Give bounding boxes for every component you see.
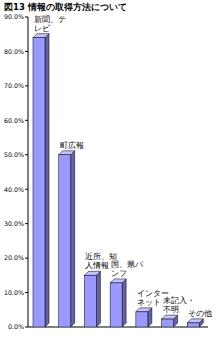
- y-tick: [25, 154, 28, 155]
- y-tick: [25, 17, 28, 18]
- y-tick: [25, 85, 28, 86]
- y-tick-label: 70.0%: [4, 82, 24, 89]
- bar-top: [162, 315, 178, 319]
- y-tick: [25, 292, 28, 293]
- bar: [59, 155, 71, 327]
- y-tick-label: 60.0%: [4, 117, 24, 124]
- bar-side: [71, 151, 75, 327]
- labels: 新聞、テレビ町広報近所、知人情報国、県パンフインターネット未記入・不明その他: [34, 15, 212, 318]
- y-tick-label: 10.0%: [4, 289, 24, 296]
- y-tick-label: 40.0%: [4, 186, 24, 193]
- y-tick: [25, 189, 28, 190]
- title: 図13 情報の取得方法について: [4, 2, 127, 12]
- bar: [110, 283, 122, 327]
- category-label: 新聞、テレビ: [34, 15, 66, 33]
- y-tick: [25, 258, 28, 259]
- bar-top: [187, 319, 203, 323]
- y-tick-label: 80.0%: [4, 48, 24, 55]
- bar: [162, 319, 174, 327]
- bar-side: [45, 34, 49, 327]
- bar: [187, 323, 199, 327]
- y-tick: [25, 51, 28, 52]
- bar-side: [122, 279, 126, 327]
- bar-top: [33, 34, 49, 38]
- y-axis: [28, 17, 29, 327]
- category-label: その他: [188, 309, 212, 318]
- y-tick-label: 30.0%: [4, 220, 24, 227]
- y-tick-label: 90.0%: [4, 13, 24, 20]
- chart: 図13 情報の取得方法について 0.0% 10.0% 20.0% 30.0% 40.0% 5…: [0, 0, 218, 359]
- y-tick: [25, 223, 28, 224]
- bar: [84, 275, 96, 327]
- y-tick-label: 20.0%: [4, 254, 24, 261]
- category-label: 町広報: [60, 141, 84, 150]
- y-tick-label: 0.0%: [8, 323, 24, 330]
- y-tick: [25, 120, 28, 121]
- y-tick: [25, 327, 28, 328]
- bar: [33, 38, 45, 327]
- category-label: 国、県パンフ: [111, 260, 144, 278]
- bar-top: [136, 308, 152, 312]
- y-tick-label: 50.0%: [4, 151, 24, 158]
- bars: [33, 34, 203, 327]
- bar-side: [96, 271, 100, 327]
- bar-top: [84, 271, 100, 275]
- bar-top: [110, 279, 126, 283]
- bar-top: [59, 151, 75, 155]
- bar: [136, 312, 148, 327]
